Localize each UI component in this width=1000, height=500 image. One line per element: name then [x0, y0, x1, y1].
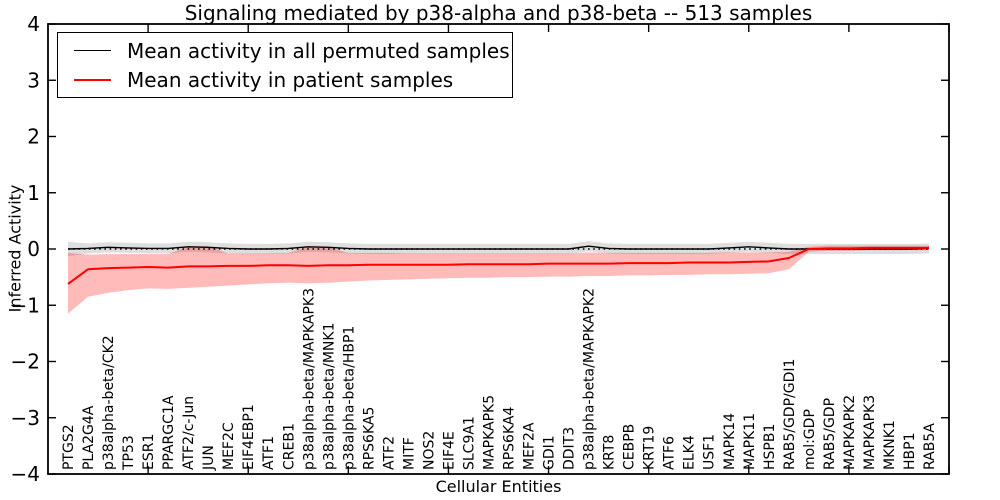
- x-tick-label: MITF: [401, 437, 417, 470]
- legend-item-patient: Mean activity in patient samples: [58, 65, 512, 94]
- x-tick-label: MAPK14: [722, 413, 738, 470]
- x-tick-label: MAPKAPK2: [842, 395, 858, 470]
- x-axis-label: Cellular Entities: [435, 477, 562, 496]
- permuted-line-swatch: [74, 50, 111, 51]
- x-tick-label: TP53: [121, 435, 137, 471]
- y-tick-label: 3: [27, 68, 40, 92]
- x-tick-label: NOS2: [421, 431, 437, 470]
- x-tick-label: ELK4: [682, 435, 698, 470]
- x-tick-label: KRT19: [642, 426, 658, 470]
- x-tick-label: EIF4E: [441, 431, 457, 470]
- patient-line-swatch: [74, 78, 111, 81]
- x-tick-label: HBP1: [902, 433, 918, 470]
- x-tick-label: p38alpha-beta/MAPKAPK3: [301, 288, 317, 470]
- legend-item-label: Mean activity in patient samples: [127, 67, 454, 92]
- patient-band: [68, 245, 929, 314]
- legend: Mean activity in all permuted samples Me…: [57, 32, 513, 98]
- x-tick-label: MEF2A: [522, 422, 538, 470]
- x-tick-label: HSPB1: [762, 424, 778, 470]
- chart-title: Signaling mediated by p38-alpha and p38-…: [184, 1, 813, 25]
- y-tick-label: −3: [11, 406, 40, 430]
- permuted-mean-line: [67, 245, 930, 250]
- x-tick-label: p38alpha-beta/HBP1: [341, 326, 357, 470]
- x-tick-label: MEF2C: [221, 422, 237, 470]
- x-tick-label: CEBPB: [622, 424, 638, 470]
- y-tick-label: 4: [27, 12, 40, 36]
- legend-item-permuted: Mean activity in all permuted samples: [58, 36, 512, 65]
- y-tick-label: 2: [27, 125, 40, 149]
- x-tick-label: ATF6: [662, 436, 678, 470]
- x-tick-label: MKNK1: [882, 420, 898, 470]
- x-tick-label: mol:GDP: [802, 409, 818, 470]
- x-tick-label: RAB5/GDP: [822, 398, 838, 470]
- x-tick-label: DDIT3: [562, 427, 578, 470]
- x-tick-label: PPARGC1A: [161, 395, 177, 470]
- x-tick-label: SLC9A1: [461, 416, 477, 470]
- y-tick-label: 0: [27, 237, 40, 261]
- x-tick-label: GDI1: [542, 435, 558, 470]
- x-tick-label: ATF2: [381, 436, 397, 470]
- x-tick-label: PTGS2: [61, 424, 77, 470]
- legend-item-label: Mean activity in all permuted samples: [127, 38, 510, 63]
- x-tick-label: EIF4EBP1: [241, 404, 257, 470]
- x-tick-label: p38alpha-beta/MNK1: [321, 323, 337, 471]
- y-tick-label: −4: [11, 462, 40, 486]
- x-tick-label: ATF1: [261, 436, 277, 470]
- y-tick-label: 1: [27, 181, 40, 205]
- y-tick-label: −1: [11, 293, 40, 317]
- x-tick-label: CREB1: [281, 423, 297, 470]
- x-tick-label: ATF2/c-Jun: [181, 396, 197, 470]
- x-tick-label: ESR1: [141, 434, 157, 470]
- y-axis-label: Inferred Activity: [5, 184, 25, 313]
- x-tick-label: RAB5A: [922, 423, 938, 470]
- x-tick-label: USF1: [702, 434, 718, 470]
- patient-mean-line: [67, 246, 929, 285]
- x-tick-label: PLA2G4A: [81, 405, 97, 470]
- x-tick-label: MAPKAPK3: [862, 395, 878, 470]
- x-tick-label: p38alpha-beta/CK2: [101, 335, 117, 470]
- x-tick-label: RAB5/GDP/GDI1: [782, 359, 798, 470]
- x-tick-label: JUN: [201, 445, 217, 471]
- x-tick-label: p38alpha-beta/MAPKAPK2: [582, 288, 598, 470]
- x-tick-label: MAPKAPK5: [481, 395, 497, 470]
- x-tick-label: KRT8: [602, 435, 618, 470]
- x-tick-label: MAPK11: [742, 413, 758, 470]
- x-tick-label: RPS6KA5: [361, 407, 377, 470]
- y-tick-label: −2: [11, 350, 40, 374]
- x-tick-label: RPS6KA4: [502, 407, 518, 470]
